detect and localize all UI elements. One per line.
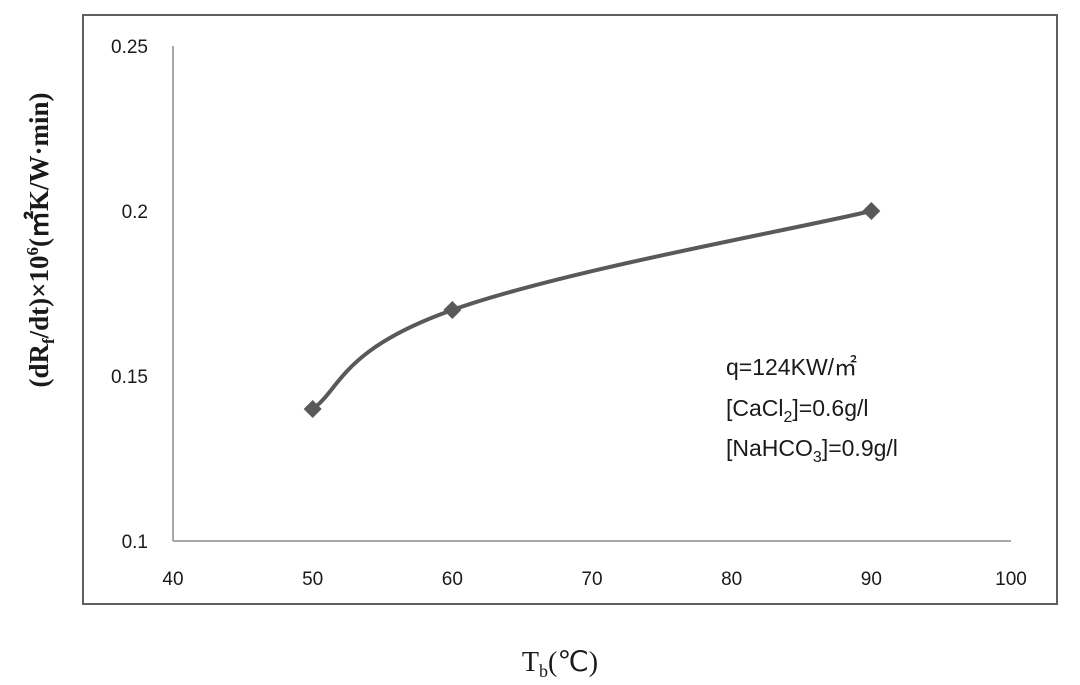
- y-tick-label: 0.15: [111, 367, 148, 388]
- annotation-cacl2: [CaCl2]=0.6g/l: [726, 395, 869, 426]
- x-tick-label: 40: [162, 569, 183, 590]
- x-tick-label: 70: [581, 569, 602, 590]
- x-tick-label: 80: [721, 569, 742, 590]
- data-point-marker: [862, 202, 881, 220]
- annotation-heat-flux: q=124KW/㎡: [726, 354, 857, 380]
- y-tick-label: 0.2: [122, 202, 148, 223]
- x-tick-label: 100: [995, 569, 1027, 590]
- y-tick-label: 0.25: [111, 37, 148, 58]
- ticks-group: 40 50 60 70 80 90 100 0.1 0.15 0.2 0.25: [111, 37, 1027, 590]
- chart-frame: [82, 14, 1058, 605]
- series-line: [311, 209, 872, 411]
- x-tick-label: 60: [442, 569, 463, 590]
- x-axis-title: Tb(℃): [522, 647, 598, 681]
- data-point-marker: [303, 400, 322, 418]
- data-point-marker: [443, 301, 462, 319]
- y-tick-label: 0.1: [122, 532, 148, 553]
- x-tick-label: 50: [302, 569, 323, 590]
- y-axis-title: (dRf/dt)×106(㎡K/W·min): [23, 92, 58, 387]
- annotation-nahco3: [NaHCO3]=0.9g/l: [726, 435, 898, 466]
- x-tick-label: 90: [861, 569, 882, 590]
- series-group: [303, 202, 881, 418]
